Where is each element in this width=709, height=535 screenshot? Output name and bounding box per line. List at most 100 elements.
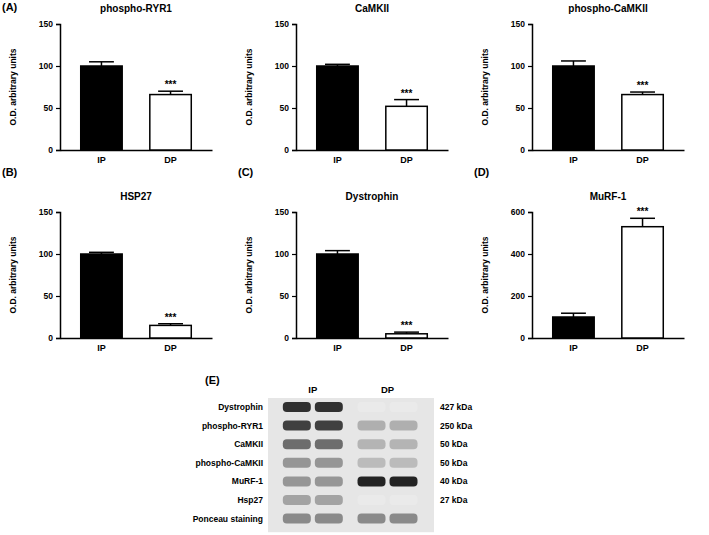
tick-mark	[528, 212, 532, 213]
blot-band	[358, 402, 386, 412]
chart-panel: phospho-CaMKIIO.D. arbitrary units***050…	[480, 3, 685, 165]
error-bar	[89, 252, 114, 254]
plot-area	[81, 62, 192, 150]
tick-label: 150	[511, 19, 525, 29]
tick-label: 400	[511, 249, 525, 259]
tick-label: 150	[275, 207, 289, 217]
x-tick: IP	[569, 155, 578, 165]
y-tick: 0	[284, 145, 296, 155]
y-axis: 0 50 100 150	[39, 207, 61, 343]
significance: ***	[637, 206, 649, 217]
error-bar	[630, 92, 655, 95]
tick-label: 50	[280, 291, 290, 301]
y-axis-title: O.D. arbitrary units	[8, 236, 18, 313]
chart-panel: (C)DystrophinO.D. arbitrary units***0501…	[238, 166, 449, 353]
panel-label: (C)	[238, 166, 254, 178]
x-tick: DP	[636, 155, 649, 165]
blot-band	[358, 458, 386, 468]
y-tick: 50	[44, 291, 60, 301]
tick-label: DP	[164, 343, 177, 353]
y-tick: 100	[275, 249, 296, 259]
significance: ***	[165, 312, 177, 323]
axis-line	[528, 25, 533, 151]
tick-label: 100	[511, 61, 525, 71]
y-tick: 100	[511, 61, 532, 71]
plot-area	[317, 251, 428, 338]
row-label: Hsp27	[237, 495, 263, 505]
x-axis: IP DP	[61, 339, 213, 354]
tick-label: 150	[39, 207, 53, 217]
tick-mark	[528, 150, 532, 151]
blot-band	[315, 514, 343, 524]
y-tick: 100	[275, 61, 296, 71]
row-label: phospho-RYR1	[202, 421, 263, 431]
y-tick: 150	[39, 207, 60, 217]
y-axis: 050100150	[275, 19, 297, 155]
y-tick: 200	[511, 291, 532, 301]
blot-image	[268, 398, 434, 532]
y-tick: 50	[516, 103, 532, 113]
bar	[553, 317, 594, 338]
y-axis-title: O.D. arbitrary units	[480, 48, 490, 125]
y-tick: 150	[275, 19, 296, 29]
tick-label: 150	[275, 19, 289, 29]
row-label: CaMKII	[234, 439, 263, 449]
y-tick: 100	[39, 61, 60, 71]
error-bar	[325, 64, 350, 66]
tick-label: 200	[511, 291, 525, 301]
chart-panel: (B)HSP27O.D. arbitrary units***050100150…	[2, 166, 213, 353]
blot-band	[390, 439, 418, 449]
chart-title: MuRF-1	[590, 191, 627, 202]
size-label: 40 kDa	[440, 476, 468, 486]
panel-label: (D)	[474, 166, 490, 178]
error-cap	[394, 99, 419, 101]
tick-mark	[292, 108, 296, 109]
tick-mark	[56, 108, 60, 109]
tick-mark	[528, 66, 532, 67]
axis-line	[528, 213, 533, 339]
tick-label: 100	[39, 249, 53, 259]
blot-band	[283, 476, 311, 486]
x-tick: DP	[164, 343, 177, 353]
y-axis-title: O.D. arbitrary units	[244, 48, 254, 125]
bars	[553, 218, 664, 338]
tick-mark	[528, 254, 532, 255]
tick-label: IP	[97, 343, 106, 353]
error-cap	[89, 61, 114, 63]
y-axis: 0200400600	[511, 207, 533, 343]
tick-label: 50	[44, 103, 54, 113]
bar	[81, 254, 122, 338]
chart-title: CaMKII	[355, 3, 389, 14]
chart-title: phospho-RYR1	[100, 3, 172, 14]
tick-label: DP	[164, 155, 177, 165]
x-tick: IP	[569, 343, 578, 353]
chart-title: HSP27	[120, 191, 152, 202]
tick-mark	[528, 24, 532, 25]
bars	[81, 62, 192, 150]
blot-band	[283, 514, 311, 524]
blot-band	[315, 439, 343, 449]
error-cap	[630, 91, 655, 93]
error-bar	[394, 332, 419, 334]
y-tick: 0	[48, 333, 60, 343]
x-tick: DP	[400, 155, 413, 165]
tick-mark	[292, 212, 296, 213]
lane-label: DP	[381, 384, 395, 395]
y-axis: 050100150	[511, 19, 533, 155]
error-stem	[406, 100, 408, 107]
error-cap	[561, 312, 586, 314]
chart-title: Dystrophin	[346, 191, 399, 202]
tick-mark	[56, 24, 60, 25]
x-tick: IP	[333, 343, 342, 353]
blot-band	[315, 495, 343, 505]
size-label: 50 kDa	[440, 439, 468, 449]
error-cap	[325, 64, 350, 66]
x-tick: DP	[400, 343, 413, 353]
error-bar	[630, 218, 655, 226]
size-label: 50 kDa	[440, 458, 468, 468]
error-cap	[394, 331, 419, 333]
tick-mark	[56, 254, 60, 255]
error-bar	[158, 91, 183, 94]
blot-band	[283, 495, 311, 505]
y-axis: 050100150	[275, 207, 297, 343]
